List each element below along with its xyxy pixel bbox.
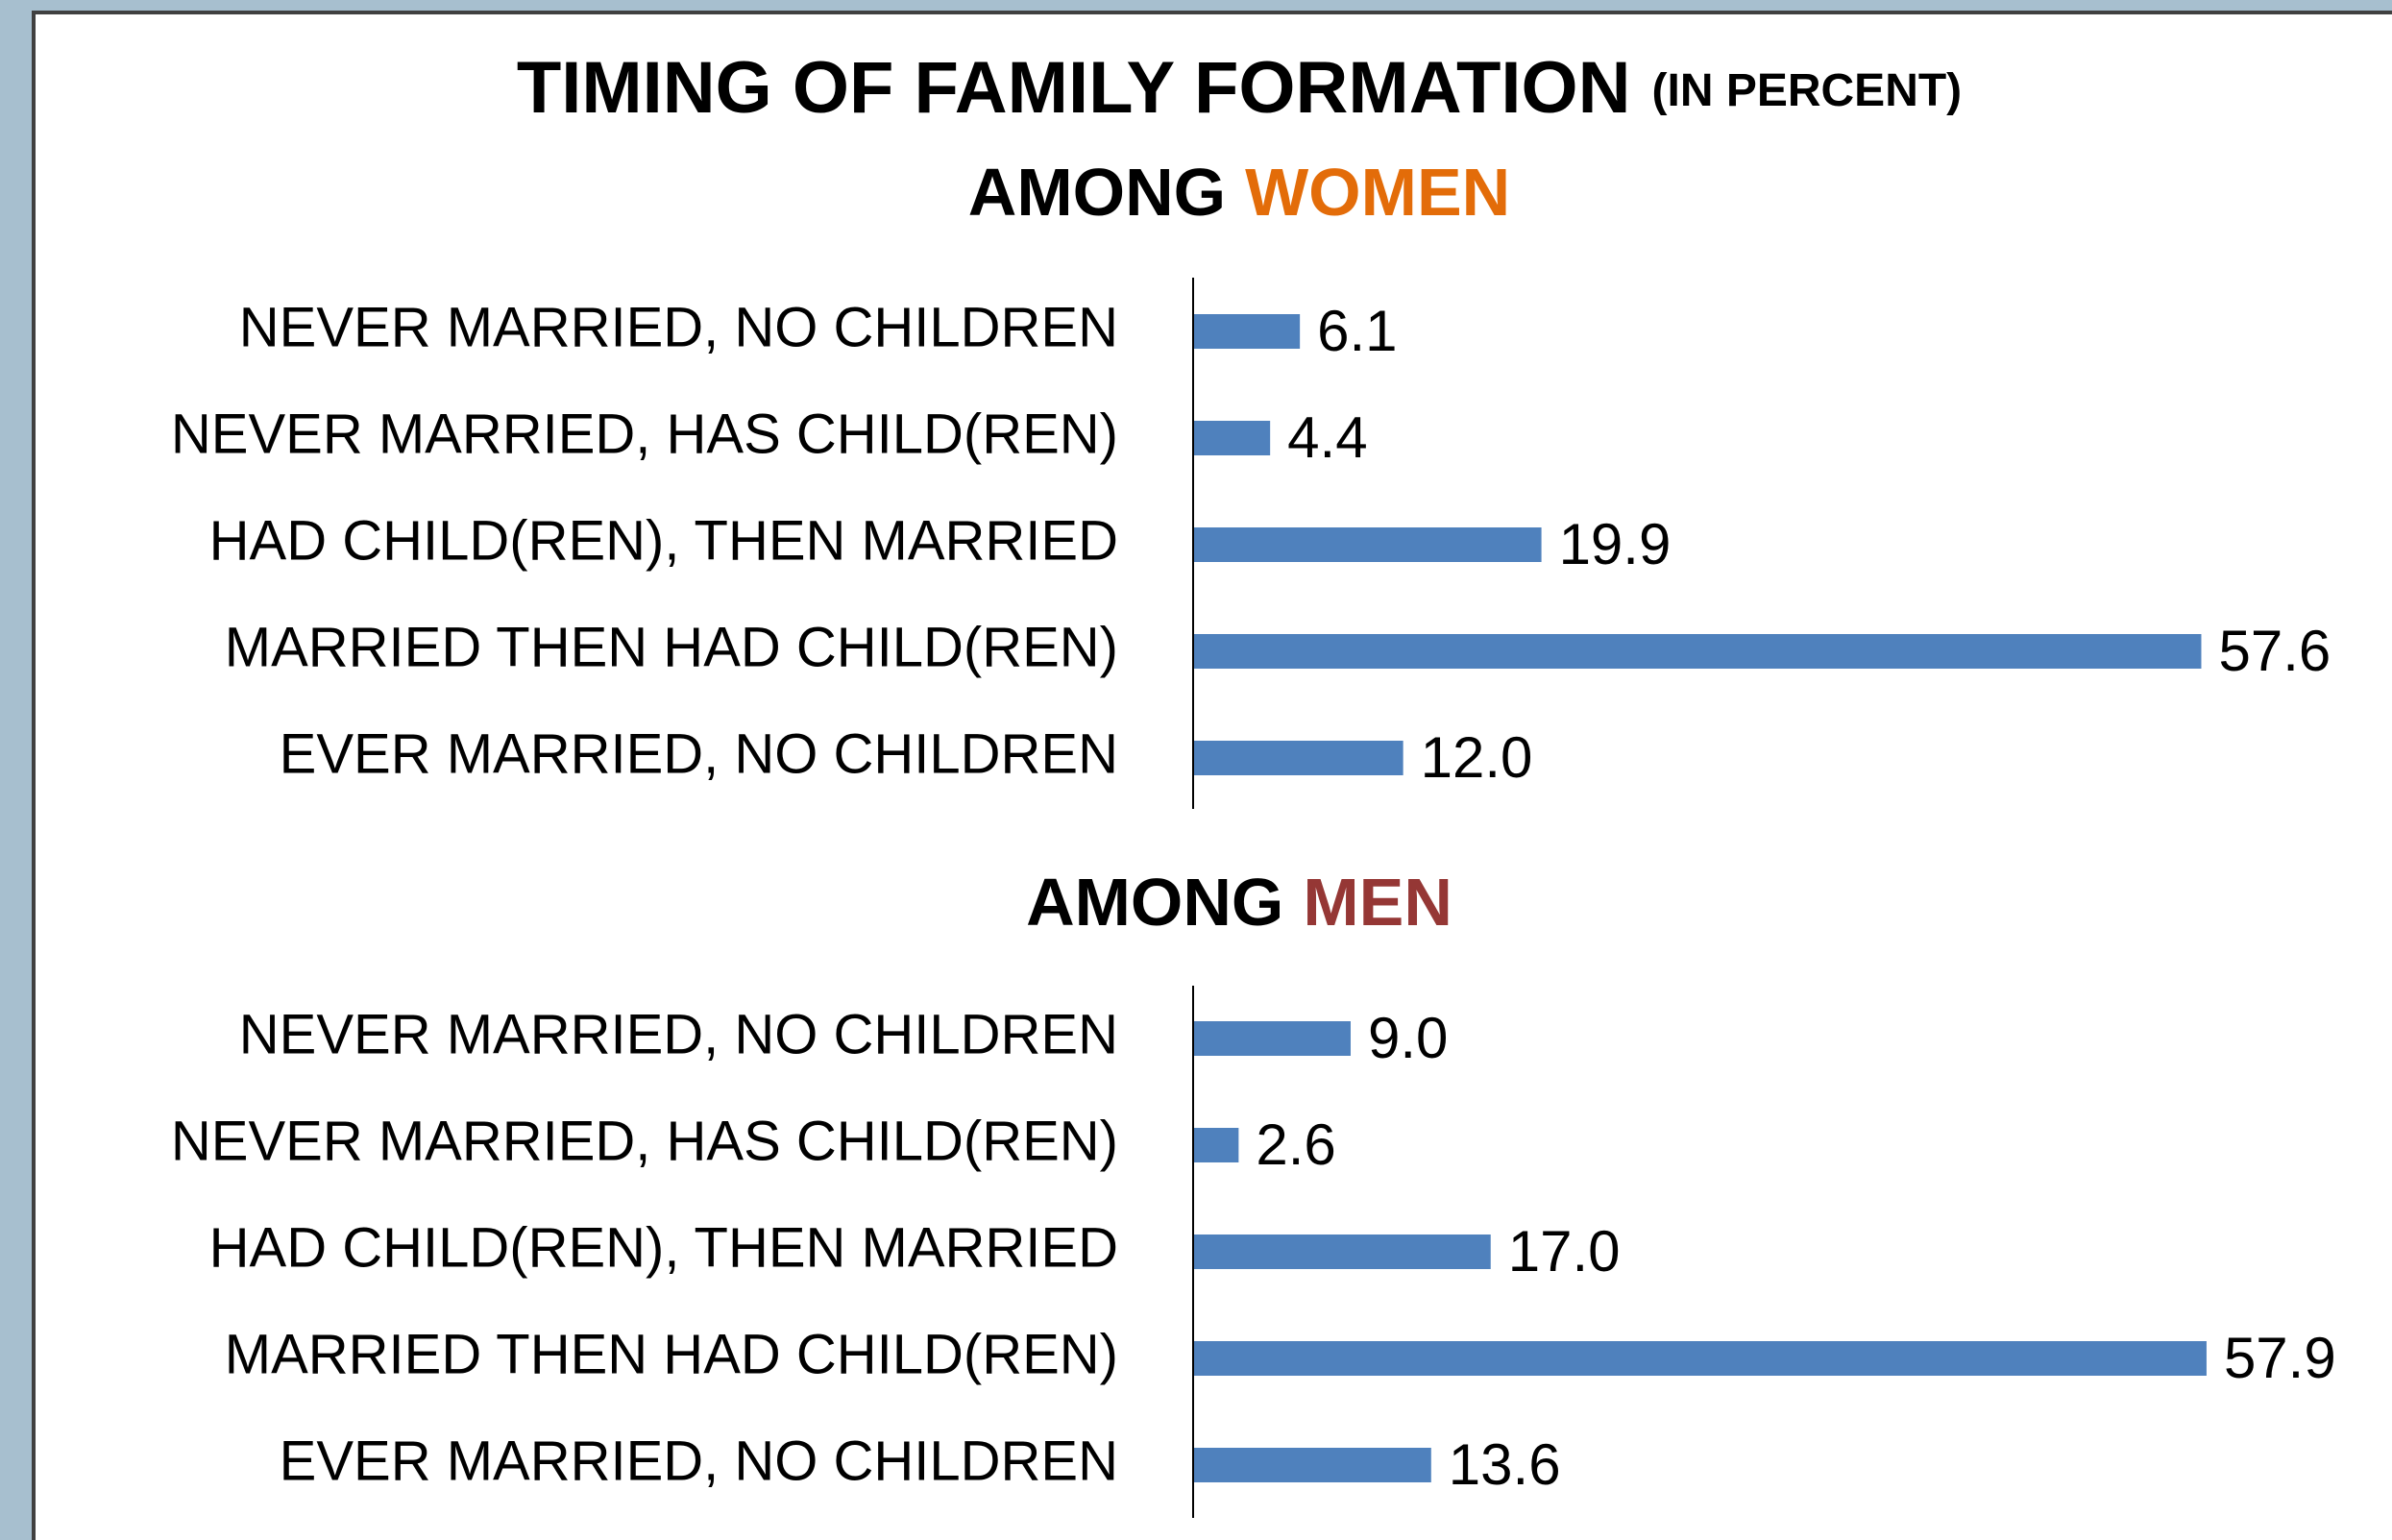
- title-suffix: (IN PERCENT): [1652, 65, 1963, 116]
- category-label: HAD CHILD(REN), THEN MARRIED: [209, 1216, 1118, 1279]
- bar: [1193, 314, 1301, 349]
- bar: [1193, 1341, 2207, 1376]
- value-label: 17.0: [1508, 1219, 1621, 1283]
- bar: [1193, 421, 1271, 455]
- category-label: EVER MARRIED, NO CHILDREN: [280, 1430, 1118, 1492]
- value-label: 2.6: [1256, 1112, 1335, 1177]
- chart-title: TIMING OF FAMILY FORMATION (IN PERCENT): [517, 47, 1962, 129]
- category-label: NEVER MARRIED, HAS CHILD(REN): [171, 403, 1118, 465]
- panel: [32, 11, 2392, 1540]
- value-label: 9.0: [1368, 1006, 1448, 1070]
- subtitle-highlight: WOMEN: [1245, 155, 1510, 230]
- category-label: NEVER MARRIED, NO CHILDREN: [239, 1003, 1118, 1065]
- value-label: 12.0: [1421, 725, 1533, 790]
- category-label: MARRIED THEN HAD CHILD(REN): [225, 616, 1118, 678]
- category-label: NEVER MARRIED, HAS CHILD(REN): [171, 1110, 1118, 1172]
- chart-subtitle: AMONG MEN: [1026, 865, 1452, 940]
- category-label: MARRIED THEN HAD CHILD(REN): [225, 1323, 1118, 1385]
- bar: [1193, 634, 2202, 669]
- value-label: 6.1: [1317, 299, 1397, 363]
- value-label: 57.9: [2224, 1326, 2336, 1390]
- value-label: 4.4: [1287, 405, 1367, 470]
- subtitle-highlight: MEN: [1303, 865, 1452, 940]
- category-label: EVER MARRIED, NO CHILDREN: [280, 722, 1118, 785]
- value-label: 13.6: [1449, 1432, 1561, 1497]
- bar: [1193, 741, 1403, 775]
- category-label: HAD CHILD(REN), THEN MARRIED: [209, 509, 1118, 572]
- bar: [1193, 1234, 1491, 1269]
- value-label: 19.9: [1559, 512, 1672, 576]
- chart-subtitle: AMONG WOMEN: [968, 155, 1510, 230]
- bar: [1193, 1021, 1351, 1056]
- category-label: NEVER MARRIED, NO CHILDREN: [239, 296, 1118, 358]
- bar: [1193, 527, 1542, 562]
- subtitle-prefix: AMONG: [1026, 865, 1283, 940]
- value-label: 57.6: [2218, 619, 2331, 683]
- subtitle-prefix: AMONG: [968, 155, 1226, 230]
- bar: [1193, 1448, 1431, 1482]
- bar: [1193, 1128, 1239, 1162]
- title-main: TIMING OF FAMILY FORMATION: [517, 47, 1631, 129]
